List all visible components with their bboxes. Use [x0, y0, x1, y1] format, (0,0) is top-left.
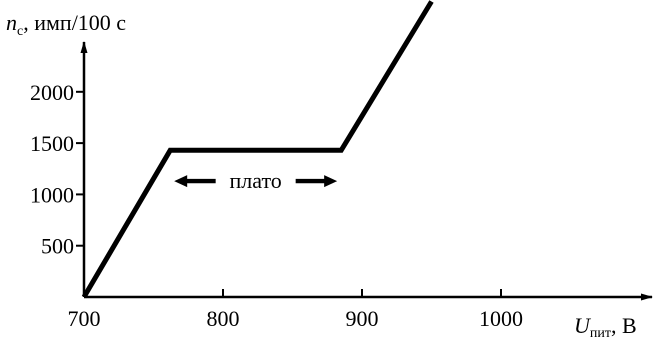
x-ticks: 700 800 900 1000	[68, 289, 523, 331]
y-axis-unit: , имп/100 с	[23, 10, 126, 35]
y-ticks: 500 1000 1500 2000	[30, 80, 84, 259]
x-axis-unit: , В	[611, 313, 637, 338]
x-tick-label: 800	[207, 306, 240, 331]
y-tick-label: 1000	[30, 182, 74, 207]
y-axis-title: nс, имп/100 с	[6, 10, 126, 39]
x-tick-label: 1000	[479, 306, 523, 331]
y-axis-symbol: n	[6, 10, 17, 35]
y-tick-label: 1500	[30, 131, 74, 156]
x-tick-label: 700	[68, 306, 101, 331]
x-axis-title: Uпит, В	[574, 313, 637, 338]
x-axis-subscript: пит	[590, 326, 611, 338]
count-rate-curve	[81, 0, 434, 299]
plateau-label: плато	[230, 168, 282, 193]
y-tick-label: 500	[41, 234, 74, 259]
x-axis-symbol: U	[574, 313, 592, 338]
x-tick-label: 900	[346, 306, 379, 331]
plateau-annotation: плато	[174, 168, 338, 193]
plateau-right-arrow	[295, 175, 338, 188]
plateau-left-arrow	[174, 175, 216, 188]
y-tick-label: 2000	[30, 80, 74, 105]
y-axis-subscript: с	[17, 24, 23, 39]
